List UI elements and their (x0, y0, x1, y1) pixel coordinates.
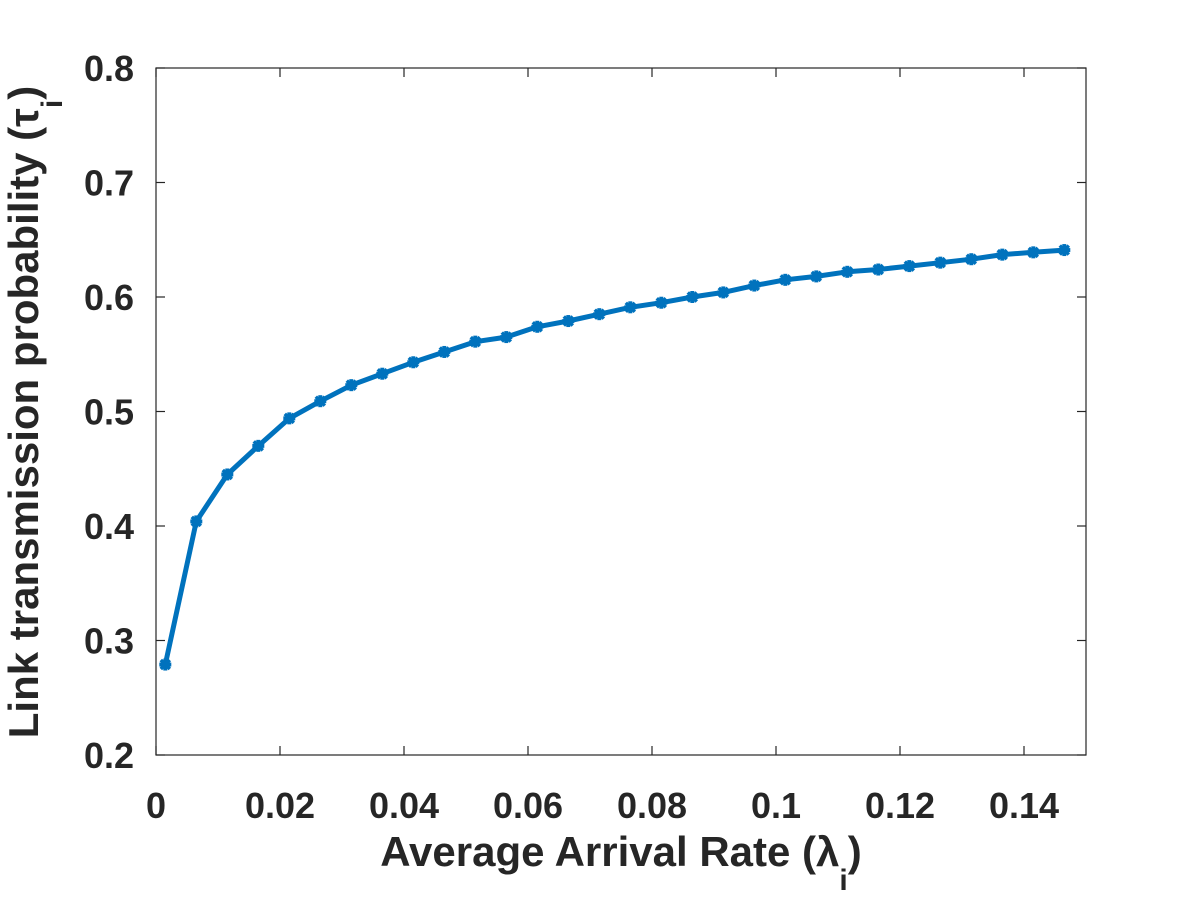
x-axis-title: Average Arrival Rate (λi) (380, 828, 861, 897)
data-point-marker (810, 270, 823, 283)
y-tick-labels: 0.2 0.3 0.4 0.5 0.6 0.7 0.8 (84, 48, 134, 776)
y-axis-title: Link transmission probability (τi) (0, 86, 69, 739)
series-group (159, 244, 1071, 671)
x-tick-label: 0.08 (617, 785, 687, 826)
x-tick-labels: 0 0.02 0.04 0.06 0.08 0.1 0.12 0.14 (146, 785, 1059, 826)
data-point-marker (469, 335, 482, 348)
data-point-marker (996, 248, 1009, 261)
data-point-marker (438, 345, 451, 358)
data-point-marker (841, 265, 854, 278)
x-tick-label: 0.14 (989, 785, 1059, 826)
y-tick-label: 0.7 (84, 163, 134, 204)
data-point-marker (686, 291, 699, 303)
data-point-marker (190, 515, 203, 528)
axis-ticks (155, 67, 1086, 756)
data-point-marker (283, 412, 296, 425)
data-point-marker (314, 395, 327, 408)
data-point-marker (779, 273, 792, 286)
x-tick-label: 0 (146, 785, 166, 826)
data-point-marker (500, 331, 513, 344)
x-tick-label: 0.02 (245, 785, 315, 826)
y-tick-label: 0.4 (84, 506, 134, 547)
data-point-marker (1027, 246, 1040, 259)
y-tick-label: 0.3 (84, 621, 134, 662)
x-tick-label: 0.06 (493, 785, 563, 826)
y-tick-label: 0.5 (84, 392, 134, 433)
data-point-marker (593, 308, 606, 321)
data-point-marker (872, 263, 885, 276)
data-point-marker (531, 320, 544, 333)
plot-area (155, 67, 1087, 756)
y-tick-label: 0.2 (84, 735, 134, 776)
data-point-marker (934, 256, 947, 269)
x-tick-label: 0.04 (369, 785, 439, 826)
x-tick-label: 0.12 (865, 785, 935, 826)
y-tick-label: 0.8 (84, 48, 134, 89)
data-point-marker (655, 296, 668, 309)
data-point-marker (965, 253, 978, 266)
data-point-marker (748, 279, 761, 292)
data-point-marker (221, 468, 234, 481)
data-point-marker (1058, 244, 1071, 257)
data-point-marker (345, 379, 358, 392)
data-point-marker (159, 658, 172, 671)
data-point-marker (562, 315, 575, 328)
x-tick-label: 0.1 (751, 785, 801, 826)
data-point-marker (717, 286, 730, 299)
data-point-marker (624, 301, 637, 314)
data-point-marker (252, 439, 265, 452)
data-point-marker (376, 367, 389, 380)
data-point-marker (407, 356, 420, 369)
data-point-marker (903, 260, 916, 273)
y-tick-label: 0.6 (84, 277, 134, 318)
